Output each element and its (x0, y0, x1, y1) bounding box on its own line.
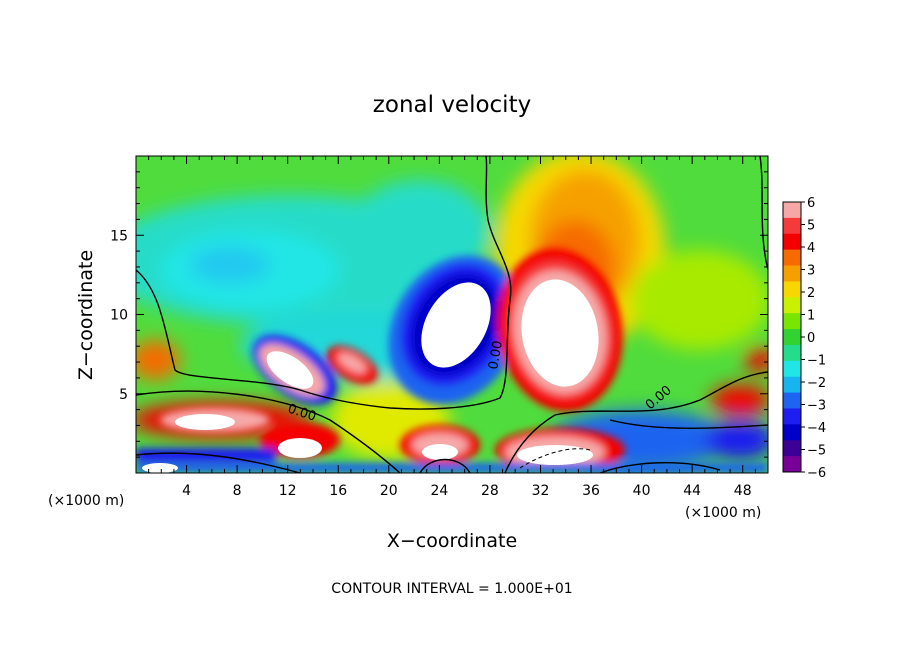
colorbar-label: −1 (807, 354, 826, 369)
negative-contours (519, 448, 591, 469)
colorbar-label: 1 (807, 309, 815, 324)
colorbar-label: 3 (807, 264, 815, 279)
colorbar-swatch (783, 392, 801, 409)
x-tick-label: 48 (734, 483, 752, 499)
y-tick-label: 10 (110, 308, 128, 324)
colorbar-swatch (783, 456, 801, 473)
y-tick-label: 5 (119, 387, 128, 403)
colorbar-label: 2 (807, 286, 815, 301)
x-tick-label: 32 (532, 483, 550, 499)
colorbar-swatch (783, 344, 801, 362)
colorbar-label: 4 (807, 241, 815, 256)
x-axis-label: X−coordinate (387, 530, 517, 552)
colorbar-label: −5 (807, 444, 826, 459)
x-tick-label: 20 (380, 483, 398, 499)
colorbar-swatch (783, 249, 801, 267)
contour-interval-note: CONTOUR INTERVAL = 1.000E+01 (331, 581, 572, 597)
colorbar-swatch (783, 297, 801, 314)
zero-contours (136, 156, 768, 473)
x-tick-label: 16 (329, 483, 347, 499)
colorbar-swatch (783, 408, 801, 425)
colorbar-swatch (783, 265, 801, 282)
colorbar-label: 6 (807, 196, 815, 211)
colorbar-swatch (783, 233, 801, 251)
heatmap-field (136, 156, 768, 473)
colorbar-label: 0 (807, 331, 815, 346)
colorbar-label: 5 (807, 219, 815, 234)
colorbar-swatch (783, 313, 801, 330)
x-unit-label-left: (×1000 m) (48, 493, 124, 509)
x-tick-label: 12 (279, 483, 297, 499)
colorbar-label: −6 (807, 466, 826, 481)
colorbar-swatch (783, 217, 801, 235)
colorbar-swatch (783, 360, 801, 378)
colorbar-label: −4 (807, 421, 826, 436)
x-tick-label: 4 (182, 483, 191, 499)
colorbar-swatch (783, 424, 801, 441)
x-tick-label: 36 (582, 483, 600, 499)
colorbar: 6 5 4 3 2 1 0 −1 −2 −3 −4 −5 −6 (782, 196, 826, 481)
x-tick-label: 24 (430, 483, 448, 499)
colorbar-swatch (783, 281, 801, 298)
x-tick-label: 28 (481, 483, 499, 499)
contour-label-1: 0.00 (486, 340, 506, 371)
x-unit-label-right: (×1000 m) (685, 505, 761, 521)
x-tick-label: 8 (233, 483, 242, 499)
colorbar-label: −3 (807, 399, 826, 414)
y-axis-label: Z−coordinate (75, 250, 97, 380)
x-tick-label: 40 (633, 483, 651, 499)
y-tick-label: 15 (110, 228, 128, 244)
colorbar-swatch (783, 440, 801, 457)
colorbar-swatch (783, 202, 801, 219)
colorbar-label: −2 (807, 376, 826, 391)
colorbar-swatch (783, 329, 801, 346)
axis-ticks (136, 156, 768, 473)
colorbar-swatch (783, 376, 801, 394)
chart-title: zonal velocity (373, 92, 531, 118)
x-tick-label: 44 (683, 483, 701, 499)
